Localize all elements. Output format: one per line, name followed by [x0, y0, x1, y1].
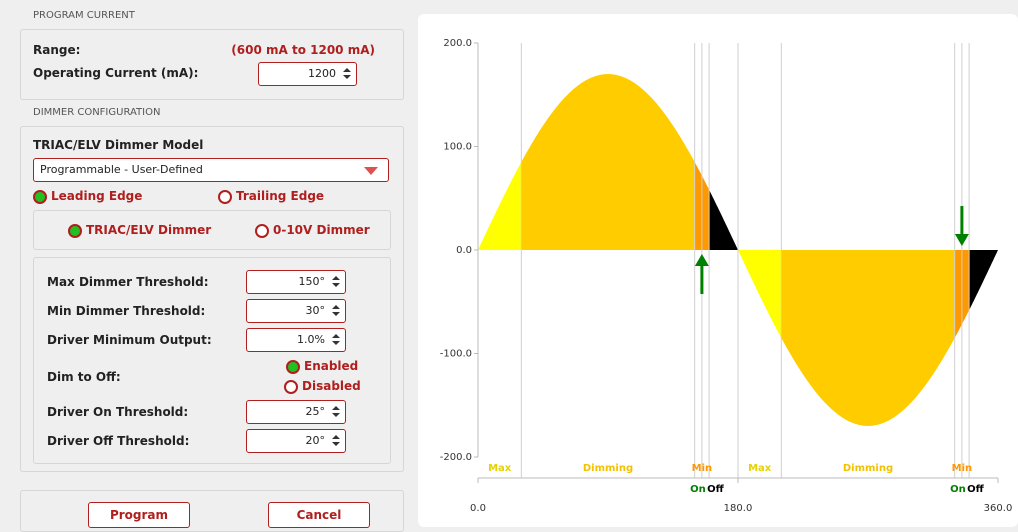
field-label: Dim to Off:: [47, 370, 121, 384]
wave-region: [738, 250, 782, 338]
radio-label[interactable]: Enabled: [304, 359, 359, 373]
y-tick-label: -100.0: [440, 349, 472, 360]
chart: 200.0 100.0 0.0 -100.0 -200.0 0.0 180.0 360.0 Ma…: [418, 14, 1018, 527]
range-label: Range:: [33, 43, 81, 57]
x-tick-label: 360.0: [984, 503, 1013, 514]
wave-region: [781, 250, 955, 426]
wave-region: [478, 162, 522, 250]
input-value: 1200: [308, 67, 336, 80]
field-label: Min Dimmer Threshold:: [47, 304, 206, 318]
radio-button[interactable]: [255, 224, 269, 238]
input-value: 20°: [305, 434, 326, 447]
field-input[interactable]: 20°: [246, 429, 346, 453]
radio-label[interactable]: 0-10V Dimmer: [273, 223, 370, 237]
radio-button[interactable]: [68, 224, 82, 238]
radio-label[interactable]: Trailing Edge: [236, 189, 325, 203]
spinner[interactable]: [332, 405, 340, 418]
region-label: Dimming: [843, 463, 893, 474]
range-value: (600 mA to 1200 mA): [231, 43, 375, 57]
y-tick-label: 200.0: [443, 38, 472, 49]
radio-label[interactable]: Leading Edge: [51, 189, 143, 203]
x-tick-label: 180.0: [724, 503, 753, 514]
region-label: Dimming: [583, 463, 633, 474]
spinner[interactable]: [332, 434, 340, 447]
operating-input[interactable]: 1200: [258, 62, 357, 86]
dropdown-arrow: [364, 167, 378, 175]
spinner[interactable]: [343, 67, 351, 80]
radio-label[interactable]: Disabled: [302, 379, 361, 393]
radio-button[interactable]: [284, 380, 298, 394]
spinner[interactable]: [332, 333, 340, 346]
field-label: Driver Minimum Output:: [47, 333, 212, 347]
event-label: On: [690, 484, 706, 495]
y-tick-label: 0.0: [456, 245, 472, 256]
spinner[interactable]: [332, 275, 340, 288]
field-input[interactable]: 1.0%: [246, 328, 346, 352]
field-input[interactable]: 30°: [246, 299, 346, 323]
region-label: Min: [692, 463, 713, 474]
model-label: TRIAC/ELV Dimmer Model: [33, 138, 204, 152]
field-input[interactable]: 150°: [246, 270, 346, 294]
radio-label[interactable]: TRIAC/ELV Dimmer: [86, 223, 212, 237]
operating-label: Operating Current (mA):: [33, 66, 199, 80]
dimmer-type-group: [33, 210, 391, 250]
event-label: On: [950, 484, 966, 495]
region-label: Min: [952, 463, 973, 474]
input-value: 150°: [298, 275, 326, 288]
input-value: 25°: [305, 405, 326, 418]
event-arrow-head: [954, 234, 969, 246]
region-label: Max: [488, 463, 512, 474]
event-label: Off: [707, 484, 725, 495]
model-select[interactable]: Programmable - User-Defined: [33, 158, 389, 182]
wave-region: [969, 250, 998, 311]
event-arrow-head: [694, 254, 709, 266]
section-heading: PROGRAM CURRENT: [33, 10, 135, 21]
cancel-button[interactable]: Cancel: [268, 502, 370, 528]
region-label: Max: [748, 463, 772, 474]
field-label: Driver Off Threshold:: [47, 434, 190, 448]
field-input[interactable]: 25°: [246, 400, 346, 424]
field-label: Max Dimmer Threshold:: [47, 275, 209, 289]
x-tick-label: 0.0: [470, 503, 486, 514]
program-button[interactable]: Program: [88, 502, 190, 528]
radio-button[interactable]: [33, 190, 47, 204]
select-value: Programmable - User-Defined: [40, 163, 203, 176]
field-label: Driver On Threshold:: [47, 405, 189, 419]
radio-button[interactable]: [286, 360, 300, 374]
wave-region: [709, 189, 738, 250]
y-tick-label: 100.0: [443, 142, 472, 153]
wave-region: [521, 74, 695, 250]
radio-button[interactable]: [218, 190, 232, 204]
input-value: 1.0%: [297, 333, 325, 346]
input-value: 30°: [305, 304, 326, 317]
y-tick-label: -200.0: [440, 452, 472, 463]
spinner[interactable]: [332, 304, 340, 317]
event-label: Off: [967, 484, 985, 495]
section-heading: DIMMER CONFIGURATION: [33, 107, 161, 118]
